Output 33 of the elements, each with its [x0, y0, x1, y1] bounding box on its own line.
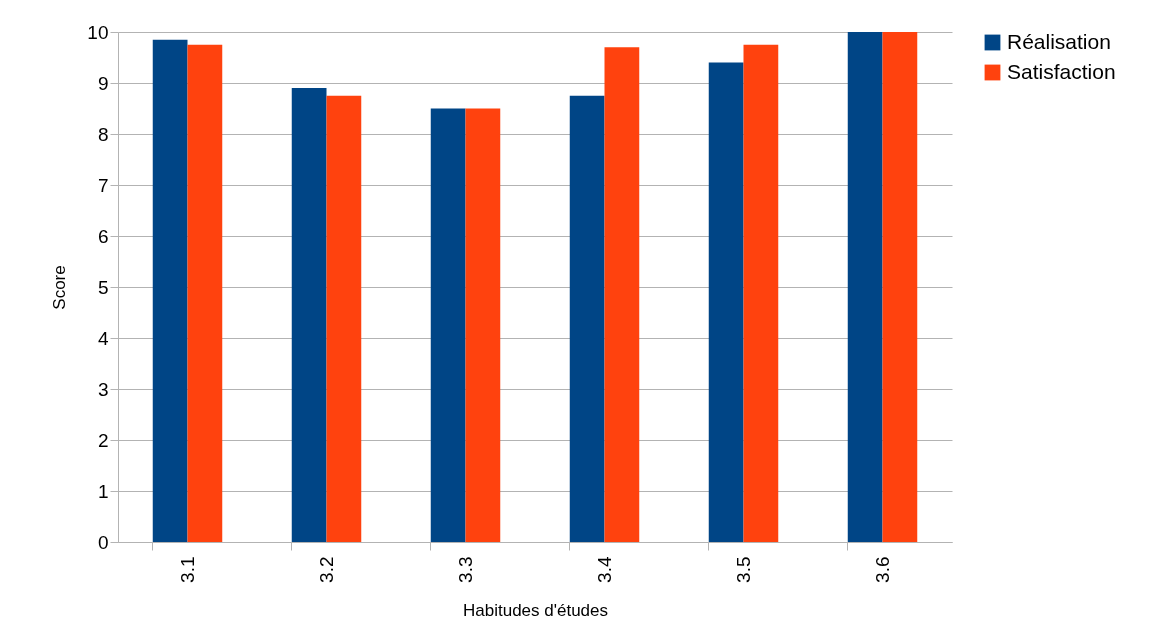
bar: [291, 88, 327, 542]
y-tick-label: 10: [87, 21, 109, 43]
x-tick-label: 3.2: [315, 556, 337, 583]
x-tick-label: 3.1: [176, 556, 198, 583]
y-tick-label: 6: [97, 225, 109, 247]
x-axis-title: Habitudes d'études: [462, 600, 609, 620]
y-tick-label: 7: [97, 174, 109, 196]
y-tick-label: 1: [97, 480, 109, 502]
y-tick-label: 5: [97, 276, 109, 298]
y-tick-label: 9: [97, 72, 109, 94]
legend-label: Satisfaction: [1007, 59, 1116, 83]
y-tick-label: 3: [97, 378, 109, 400]
bar: [187, 44, 223, 542]
x-tick-label: 3.6: [871, 556, 893, 583]
bar: [882, 32, 918, 542]
bar: [326, 95, 362, 542]
y-tick-label: 0: [97, 531, 109, 553]
bar: [152, 39, 188, 542]
bar: [604, 47, 640, 542]
x-tick-label: 3.5: [732, 556, 754, 583]
y-tick-label: 2: [97, 429, 109, 451]
bar: [847, 32, 883, 542]
legend-label: Réalisation: [1007, 29, 1111, 53]
x-tick-label: 3.3: [454, 556, 476, 583]
bar: [465, 108, 501, 542]
bar: [569, 95, 605, 542]
bar: [743, 44, 779, 542]
bar: [430, 108, 466, 542]
y-axis-title: Score: [50, 265, 70, 310]
y-tick-label: 8: [97, 123, 109, 145]
bar: [708, 62, 744, 542]
y-tick-label: 4: [97, 327, 109, 349]
x-tick-label: 3.4: [593, 556, 615, 583]
